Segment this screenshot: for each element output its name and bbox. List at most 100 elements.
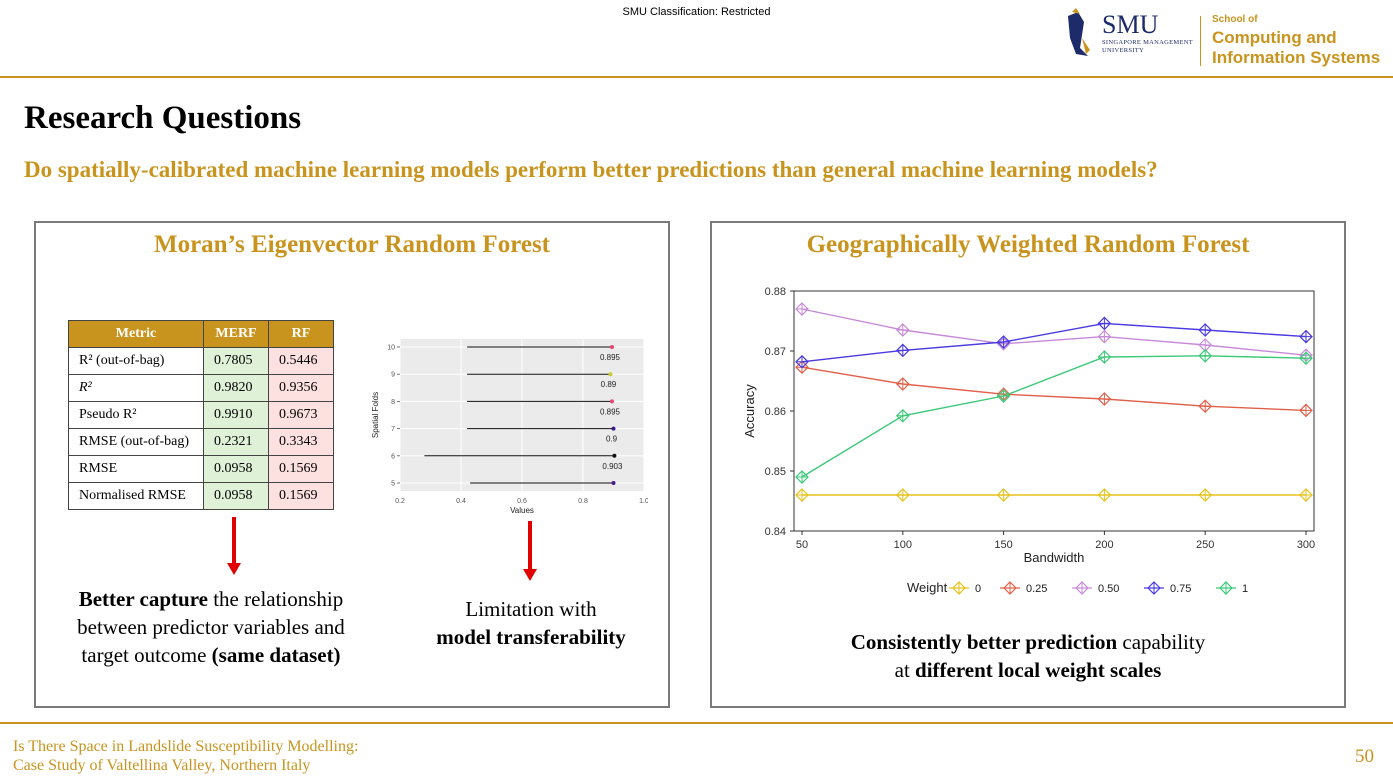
series-point-cross <box>997 489 1010 501</box>
series-point-cross <box>896 378 909 390</box>
classification-label: SMU Classification: Restricted <box>622 6 771 18</box>
series-point-cross <box>796 303 808 315</box>
footer-line1: Is There Space in Landslide Susceptibili… <box>13 738 359 755</box>
caption-bold: Consistently better prediction <box>850 630 1118 654</box>
fold-point <box>611 481 616 485</box>
series-point <box>1097 329 1112 344</box>
series-point-cross <box>796 489 808 501</box>
series-line-1 <box>801 355 1307 478</box>
smu-sub1: SINGAPORE MANAGEMENT <box>1102 39 1194 46</box>
table-row: R² (out-of-bag) 0.7805 0.5446 <box>68 347 334 375</box>
y-tick-label: 0.88 <box>765 286 786 298</box>
x-tick-label: 100 <box>894 539 912 551</box>
table-row: RMSE 0.0958 0.1569 <box>68 455 334 483</box>
x-tick-label: 200 <box>1095 539 1113 551</box>
arrow-right-shaft <box>528 521 532 569</box>
y-tick-label: 9 <box>391 372 395 379</box>
metric-table: Metric MERF RF R² (out-of-bag) 0.7805 0.… <box>68 320 334 510</box>
table-row: Normalised RMSE 0.0958 0.1569 <box>68 482 334 510</box>
gwrf-panel: Geographically Weighted Random Forest 0.… <box>710 221 1346 708</box>
series-point-cross <box>1300 404 1312 417</box>
fold-point <box>611 426 616 431</box>
x-tick-label: 0.2 <box>395 498 405 505</box>
x-tick-label: 0.8 <box>578 498 588 505</box>
legend-label: 1 <box>1242 583 1248 595</box>
series-point-cross <box>997 336 1010 348</box>
merf-panel: Moran’s Eigenvector Random Forest Metric… <box>34 221 670 708</box>
arrow-left-shaft <box>232 517 236 563</box>
arrow-down-icon <box>227 563 241 575</box>
school-of-label: School of <box>1212 14 1258 25</box>
fold-data-label: 0.895 <box>600 407 621 416</box>
legend-marker-cross <box>953 582 965 594</box>
smu-logo: SMU SINGAPORE MANAGEMENT UNIVERSITY Scho… <box>1062 8 1388 70</box>
series-point <box>1198 399 1213 414</box>
series-point <box>795 360 809 375</box>
x-tick-label: 0.4 <box>456 498 466 505</box>
table-cell-merf: 0.0958 <box>203 482 269 510</box>
fold-point <box>608 372 613 377</box>
x-tick-label: 1.0 <box>639 498 648 505</box>
smu-sub2: UNIVERSITY <box>1102 47 1144 54</box>
series-point-cross <box>1098 393 1111 405</box>
series-line-0.50 <box>801 308 1307 356</box>
x-tick-label: 0.6 <box>517 498 527 505</box>
x-tick-label: 300 <box>1297 539 1315 551</box>
series-point-cross <box>1098 330 1111 343</box>
table-header-row: Metric MERF RF <box>68 320 334 348</box>
legend-label: 0 <box>975 583 981 595</box>
research-question: Do spatially-calibrated machine learning… <box>24 157 1158 182</box>
y-tick-label: 10 <box>387 345 395 352</box>
table-cell-rf: 0.3343 <box>268 428 334 456</box>
fold-data-label: 0.89 <box>601 380 617 389</box>
legend-marker-cross <box>1076 582 1088 594</box>
table-cell-merf: 0.7805 <box>203 347 269 375</box>
spatial-folds-chart: 0.2 0.4 0.6 0.8 1.0 10 0.895 9 0.89 8 0.895 7 0.9 6 0.… <box>371 339 648 513</box>
series-point-cross <box>1199 349 1212 362</box>
y-axis-label: Spatial Folds <box>371 392 380 438</box>
series-point-cross <box>1199 324 1212 336</box>
series-point-cross <box>1300 352 1312 365</box>
table-cell-metric: RMSE <box>68 455 204 483</box>
caption-text: between predictor variables and <box>77 615 345 639</box>
caption-text: capability <box>1117 630 1206 654</box>
y-tick-label: 5 <box>391 481 395 488</box>
table-cell-metric: RMSE (out-of-bag) <box>68 428 204 456</box>
caption-bold: model transferability <box>436 625 626 649</box>
fold-data-label: 0.895 <box>600 353 621 362</box>
merf-panel-title: Moran’s Eigenvector Random Forest <box>153 231 550 258</box>
series-point-cross <box>1098 351 1111 363</box>
table-cell-metric: R² (out-of-bag) <box>68 347 204 375</box>
caption-bold: (same dataset) <box>211 643 341 667</box>
caption-bold: different local weight scales <box>915 658 1162 682</box>
legend-label: 0.25 <box>1026 583 1047 595</box>
x-axis-label: Values <box>510 506 534 513</box>
y-tick-label: 8 <box>391 399 395 406</box>
table-header-merf: MERF <box>203 320 269 348</box>
table-header-rf: RF <box>268 320 334 348</box>
caption-text: Limitation with <box>465 597 597 621</box>
series-point-cross <box>896 344 909 357</box>
smu-wordmark: SMU <box>1102 10 1159 39</box>
x-tick-label: 50 <box>796 539 808 551</box>
fold-point <box>612 453 617 458</box>
table-cell-merf: 0.9910 <box>203 401 269 429</box>
table-cell-rf: 0.1569 <box>268 455 334 483</box>
fold-data-label: 0.903 <box>602 462 623 471</box>
caption-text: target outcome <box>81 643 212 667</box>
school-line2: Information Systems <box>1212 48 1381 67</box>
y-tick-label: 6 <box>391 453 395 460</box>
series-point-cross <box>1199 400 1212 413</box>
series-point-cross <box>1098 489 1111 501</box>
table-cell-rf: 0.9356 <box>268 374 334 402</box>
table-cell-merf: 0.0958 <box>203 455 269 483</box>
footer-title: Is There Space in Landslide Susceptibili… <box>13 737 358 775</box>
x-tick-label: 150 <box>994 539 1012 551</box>
slide-title: Research Questions <box>24 100 302 136</box>
logo-divider <box>1200 16 1201 66</box>
legend-label: 0.50 <box>1098 583 1119 595</box>
table-cell-merf: 0.9820 <box>203 374 269 402</box>
table-header-metric: Metric <box>68 320 204 348</box>
table-cell-rf: 0.5446 <box>268 347 334 375</box>
caption-text: at <box>894 658 916 682</box>
